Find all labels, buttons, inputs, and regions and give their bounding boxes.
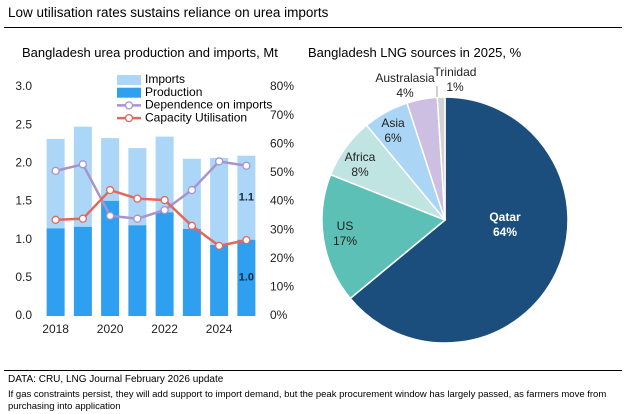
- marker: [242, 235, 251, 245]
- y2-tick-label: 60%: [270, 136, 294, 150]
- legend-swatch: [117, 87, 141, 98]
- bar: [128, 148, 147, 226]
- marker: [214, 157, 224, 166]
- data-label: 1.0: [239, 272, 254, 284]
- marker: [242, 161, 251, 170]
- slice-label: Qatar: [489, 210, 521, 224]
- marker: [51, 215, 60, 224]
- source: DATA: CRU, LNG Journal February 2026 upd…: [8, 374, 224, 385]
- bar: [182, 228, 201, 316]
- bar: [128, 225, 147, 316]
- bar: [46, 138, 65, 229]
- page-title: Low utilisation rates sustains reliance …: [8, 5, 329, 20]
- legend-label: Imports: [145, 72, 185, 86]
- bar: [237, 155, 256, 240]
- bar: [237, 239, 256, 316]
- x-tick-label: 2024: [206, 322, 233, 336]
- y2-tick-label: 30%: [270, 222, 294, 236]
- slice-value-label: 6%: [384, 131, 402, 145]
- legend-swatch: [117, 75, 141, 85]
- chart-title: Bangladesh LNG sources in 2025, %: [308, 45, 522, 60]
- line: [55, 160, 247, 220]
- marker: [160, 205, 169, 215]
- chart-title: Bangladesh urea production and imports, …: [22, 45, 278, 60]
- bar: [155, 212, 174, 316]
- y2-tick-label: 40%: [270, 194, 294, 208]
- note: If gas constraints persist, they will ad…: [8, 389, 607, 412]
- marker: [160, 195, 169, 205]
- bar: [101, 138, 120, 201]
- y-tick-label: 1.0: [15, 232, 32, 246]
- header-rule: [4, 27, 622, 28]
- slice-value-label: 64%: [493, 225, 517, 239]
- y-tick-label: 1.5: [15, 194, 32, 208]
- bar: [101, 200, 120, 316]
- line: [55, 188, 247, 248]
- y2-tick-label: 50%: [270, 165, 294, 179]
- marker: [133, 194, 142, 203]
- slice-label: Trinidad: [434, 65, 477, 79]
- marker: [105, 185, 115, 195]
- marker: [105, 211, 115, 220]
- pie-slice: [321, 173, 447, 300]
- legend-label: Dependence on imports: [145, 98, 272, 112]
- footer-rule: [4, 370, 622, 371]
- slice-value-label: 4%: [396, 86, 414, 100]
- y-tick-label: 2.5: [15, 117, 32, 131]
- y2-tick-label: 20%: [270, 251, 294, 265]
- legend-swatch: [124, 113, 134, 123]
- marker: [214, 241, 224, 251]
- y2-tick-label: 80%: [270, 79, 294, 93]
- y-tick-label: 2.0: [15, 156, 32, 170]
- y-tick-label: 3.0: [15, 79, 32, 93]
- slice-value-label: 8%: [351, 165, 369, 179]
- legend-label: Production: [145, 85, 202, 99]
- slice-value-label: 17%: [333, 234, 357, 248]
- bar: [73, 226, 92, 316]
- y2-tick-label: 0%: [270, 308, 288, 322]
- pie-slice: [436, 96, 446, 221]
- x-tick-label: 2020: [97, 322, 124, 336]
- y-tick-label: 0.0: [15, 308, 32, 322]
- marker: [187, 221, 197, 230]
- slice-label: Asia: [381, 116, 405, 130]
- x-tick-label: 2018: [42, 322, 69, 336]
- bar: [210, 157, 229, 246]
- legend-swatch: [124, 101, 134, 110]
- bar: [155, 136, 174, 213]
- x-tick-label: 2022: [151, 322, 178, 336]
- marker: [133, 214, 142, 223]
- data-label: 1.1: [239, 192, 254, 204]
- y-tick-label: 0.5: [15, 270, 32, 284]
- slice-label: Africa: [345, 150, 376, 164]
- marker: [78, 160, 88, 169]
- marker: [187, 185, 197, 195]
- y2-tick-label: 10%: [270, 280, 294, 294]
- bar: [210, 245, 229, 316]
- slice-label: Australasia: [375, 71, 435, 85]
- slice-label: US: [337, 219, 354, 233]
- slice-value-label: 1%: [446, 80, 464, 94]
- marker: [51, 166, 60, 176]
- marker: [78, 214, 88, 223]
- pie-slice: [349, 96, 569, 344]
- legend-label: Capacity Utilisation: [145, 110, 247, 124]
- bar: [46, 228, 65, 316]
- bar: [73, 126, 92, 227]
- y2-tick-label: 70%: [270, 108, 294, 122]
